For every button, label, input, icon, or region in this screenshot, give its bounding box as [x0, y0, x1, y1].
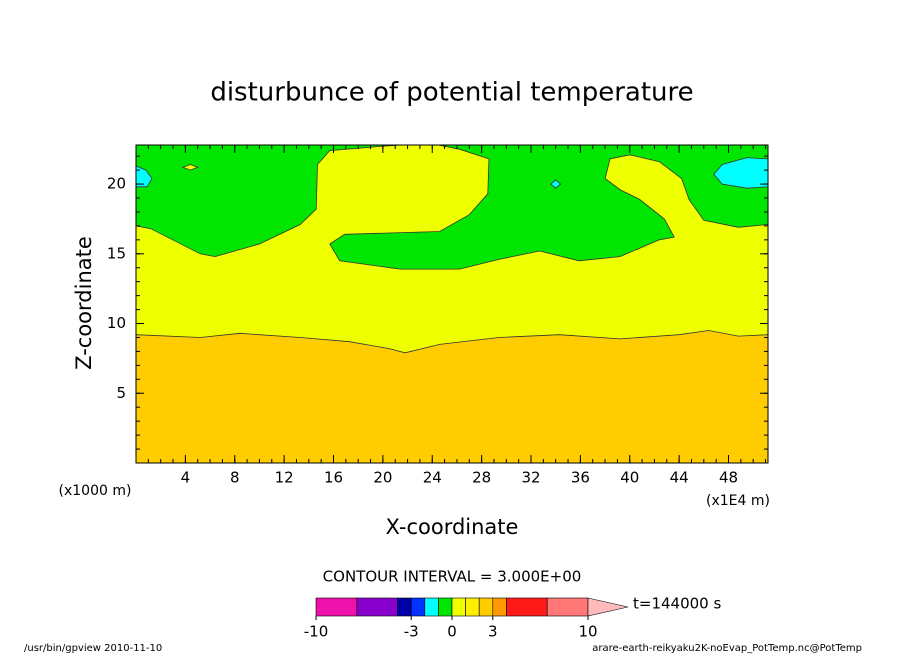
- colorbar-tick-label: 3: [488, 623, 498, 641]
- contour-region: [181, 164, 199, 171]
- colorbar-over: [587, 597, 629, 617]
- y-axis-label: Z-coordinate: [72, 236, 96, 370]
- x-axis-label: X-coordinate: [386, 515, 519, 539]
- colorbar-tick-label: 10: [578, 623, 597, 641]
- colorbar-tick-label: -10: [304, 623, 329, 641]
- colorbar-segment: [424, 597, 439, 617]
- colorbar-segment: [506, 597, 548, 617]
- x-tick-label: 40: [620, 469, 639, 487]
- x-tick-label: 24: [423, 469, 442, 487]
- colorbar-tick-label: -3: [404, 623, 419, 641]
- colorbar-segment: [465, 597, 480, 617]
- contour-region: [550, 179, 562, 189]
- colorbar-segment: [451, 597, 466, 617]
- y-tick-label: 5: [116, 384, 126, 402]
- x-tick-label: 36: [571, 469, 590, 487]
- colorbar-label: t=144000 s: [633, 595, 721, 613]
- x-scale-label: (x1E4 m): [706, 493, 770, 509]
- y-tick-label: 20: [107, 175, 126, 193]
- x-tick-label: 8: [230, 469, 240, 487]
- colorbar-segment: [410, 597, 426, 617]
- x-tick-label: 44: [670, 469, 689, 487]
- x-tick-label: 16: [324, 469, 343, 487]
- x-tick-label: 12: [275, 469, 294, 487]
- colorbar-segment: [492, 597, 507, 617]
- colorbar-segment: [356, 597, 398, 617]
- x-tick-label: 48: [719, 469, 738, 487]
- colorbar-tick-label: 0: [447, 623, 457, 641]
- contour-interval: CONTOUR INTERVAL = 3.000E+00: [323, 568, 582, 586]
- colorbar-segment: [315, 597, 358, 617]
- x-tick-label: 28: [472, 469, 491, 487]
- y-tick-label: 10: [107, 314, 126, 332]
- chart-title: disturbunce of potential temperature: [210, 78, 693, 108]
- footer-right: arare-earth-reikyaku2K-noEvap_PotTemp.nc…: [592, 643, 862, 654]
- plot-frame: [135, 144, 769, 464]
- colorbar-segment: [397, 597, 412, 617]
- x-tick-label: 4: [181, 469, 191, 487]
- footer-left: /usr/bin/gpview 2010-11-10: [24, 643, 162, 654]
- colorbar-segment: [546, 597, 589, 617]
- colorbar-segment: [478, 597, 494, 617]
- x-unit-label: (x1000 m): [59, 483, 132, 499]
- colorbar-segment: [438, 597, 453, 617]
- y-tick-label: 15: [107, 244, 126, 262]
- x-tick-label: 32: [521, 469, 540, 487]
- contour-region: [713, 157, 769, 189]
- contour-region: [135, 330, 769, 464]
- x-tick-label: 20: [373, 469, 392, 487]
